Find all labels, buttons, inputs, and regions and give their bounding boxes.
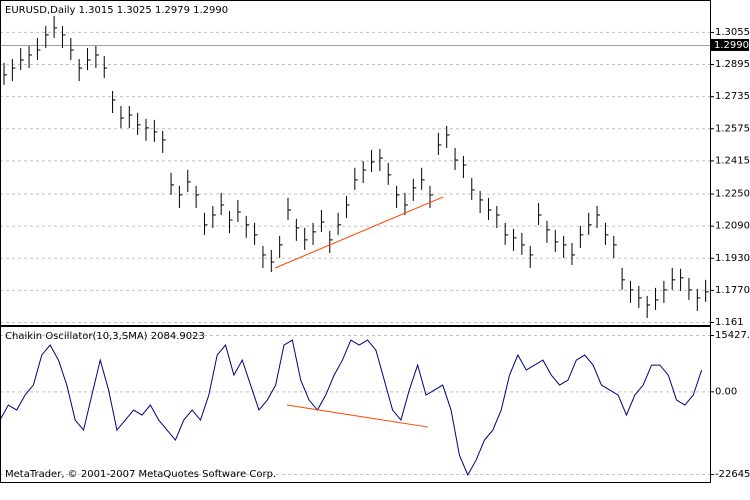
marks-layer [0, 15, 749, 477]
y-tick-label: 1.2090 [715, 221, 750, 232]
y-tick-label: 1.1770 [715, 285, 750, 296]
y-tick-label: 1.2575 [715, 123, 750, 134]
copyright: MetaTrader, © 2001-2007 MetaQuotes Softw… [5, 469, 276, 480]
text-layer: EURUSD,Daily 1.3015 1.3025 1.2979 1.2990… [5, 5, 750, 480]
y-tick-label: 1.2895 [715, 59, 750, 70]
trend-line [275, 196, 444, 269]
y-tick-label: 1.3055 [715, 27, 750, 38]
y-tick-label: 1.2250 [715, 189, 750, 200]
price-panel-frame [0, 0, 711, 326]
y-tick-label: 1.161 [715, 317, 744, 328]
grid-layer [0, 31, 710, 476]
price-title: EURUSD,Daily 1.3015 1.3025 1.2979 1.2990 [5, 5, 228, 16]
bid-label: 1.2990 [714, 40, 749, 51]
oscillator-title: Chaikin Oscillator(10,3,SMA) 2084.9023 [5, 331, 205, 342]
y-tick-label: 1.1930 [715, 253, 750, 264]
y-tick-label: 1.2735 [715, 91, 750, 102]
y-tick-label: -22645.1 [715, 469, 750, 480]
y-tick-label: 15427.86 [715, 330, 750, 341]
oscillator-line [0, 339, 703, 477]
y-tick-label: 1.2415 [715, 155, 750, 166]
oscillator-panel-frame [0, 326, 711, 483]
trend-line [286, 404, 429, 428]
bid-label-box [711, 38, 749, 51]
y-tick-label: 0.00 [715, 386, 737, 397]
